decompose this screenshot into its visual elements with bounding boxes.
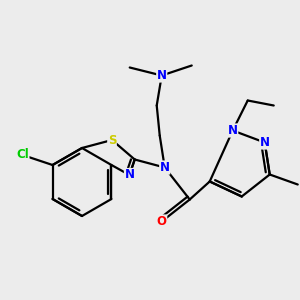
Text: N: N	[228, 124, 238, 137]
Text: N: N	[124, 169, 134, 182]
Text: N: N	[157, 69, 167, 82]
Text: N: N	[260, 136, 270, 149]
Text: O: O	[157, 215, 167, 228]
Text: S: S	[108, 134, 116, 146]
Text: Cl: Cl	[16, 148, 29, 161]
Text: N: N	[160, 161, 170, 174]
